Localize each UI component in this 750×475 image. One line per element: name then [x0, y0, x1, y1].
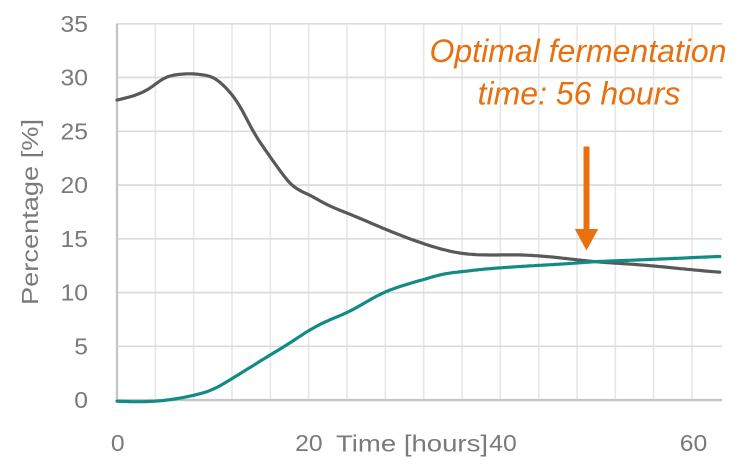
svg-text:60: 60	[680, 430, 708, 456]
svg-text:10: 10	[61, 280, 89, 306]
svg-text:15: 15	[61, 226, 89, 252]
svg-text:30: 30	[61, 65, 89, 91]
svg-text:Percentage [%]: Percentage [%]	[17, 119, 43, 305]
svg-text:25: 25	[61, 118, 89, 144]
svg-text:5: 5	[74, 333, 88, 359]
svg-text:35: 35	[61, 11, 89, 37]
svg-text:20: 20	[61, 172, 89, 198]
svg-text:Time [hours]: Time [hours]	[336, 431, 488, 457]
svg-text:Optimal fermentation: Optimal fermentation	[429, 33, 726, 69]
svg-text:0: 0	[74, 387, 88, 413]
svg-text:0: 0	[111, 430, 125, 456]
svg-text:time: 56 hours: time: 56 hours	[478, 76, 681, 112]
svg-text:40: 40	[489, 430, 517, 456]
svg-text:20: 20	[295, 430, 323, 456]
